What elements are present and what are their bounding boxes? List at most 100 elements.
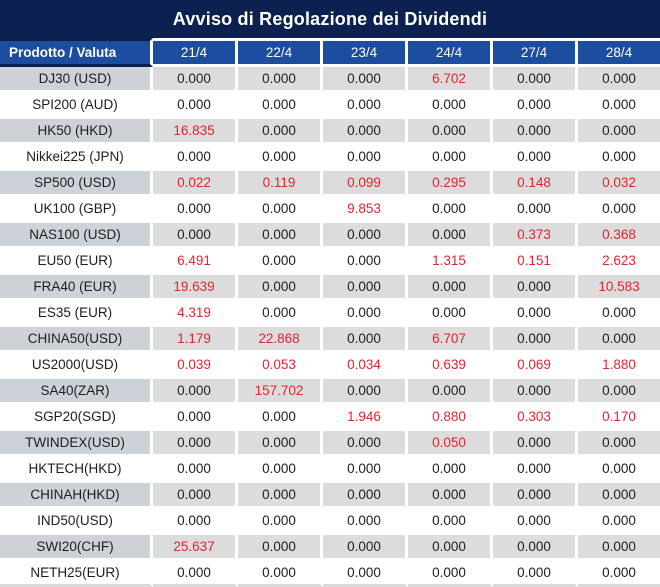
dividend-value-cell: 19.639 <box>153 275 238 301</box>
product-cell: TWINDEX(USD) <box>0 431 153 457</box>
table-row: Nikkei225 (JPN) 0.000 0.000 0.000 0.000 0.000… <box>0 145 660 171</box>
dividend-value-cell: 0.069 <box>493 353 578 379</box>
dividend-value-cell: 0.000 <box>323 379 408 405</box>
dividend-value-cell: 0.000 <box>238 145 323 171</box>
dividend-value-cell: 0.000 <box>493 561 578 587</box>
dividend-value-cell: 0.000 <box>153 93 238 119</box>
table-row: DJ30 (USD) 0.000 0.000 0.000 6.702 0.000 0.000 <box>0 67 660 93</box>
product-cell: SA40(ZAR) <box>0 379 153 405</box>
dividend-value-cell: 0.000 <box>408 509 493 535</box>
dividend-value-cell: 0.000 <box>153 405 238 431</box>
dividend-value-cell: 0.000 <box>408 535 493 561</box>
dividend-value-cell: 0.000 <box>578 457 660 483</box>
dividend-value-cell: 0.000 <box>323 535 408 561</box>
column-header-date: 23/4 <box>323 38 408 67</box>
dividend-value-cell: 0.000 <box>578 535 660 561</box>
table-row: UK100 (GBP) 0.000 0.000 9.853 0.000 0.000 0.00… <box>0 197 660 223</box>
dividend-value-cell: 0.000 <box>408 145 493 171</box>
dividend-value-cell: 2.623 <box>578 249 660 275</box>
dividend-value-cell: 1.315 <box>408 249 493 275</box>
product-cell: HKTECH(HKD) <box>0 457 153 483</box>
dividend-value-cell: 0.000 <box>408 379 493 405</box>
product-cell: ES35 (EUR) <box>0 301 153 327</box>
table-row: HK50 (HKD) 16.835 0.000 0.000 0.000 0.000 0.00… <box>0 119 660 145</box>
dividend-value-cell: 0.000 <box>238 457 323 483</box>
dividend-value-cell: 0.000 <box>493 301 578 327</box>
dividend-value-cell: 0.000 <box>408 561 493 587</box>
table-row: IND50(USD) 0.000 0.000 0.000 0.000 0.000 0.000 <box>0 509 660 535</box>
table-row: CHINA50(USD) 1.179 22.868 0.000 6.707 0.000 0.… <box>0 327 660 353</box>
dividend-value-cell: 0.050 <box>408 431 493 457</box>
dividend-value-cell: 0.000 <box>578 327 660 353</box>
table-row: SP500 (USD) 0.022 0.119 0.099 0.295 0.148 0.03… <box>0 171 660 197</box>
table-row: SPI200 (AUD) 0.000 0.000 0.000 0.000 0.000 0.0… <box>0 93 660 119</box>
table-row: EU50 (EUR) 6.491 0.000 0.000 1.315 0.151 2.623 <box>0 249 660 275</box>
table-row: SWI20(CHF) 25.637 0.000 0.000 0.000 0.000 0.00… <box>0 535 660 561</box>
dividend-value-cell: 0.000 <box>408 483 493 509</box>
dividend-value-cell: 0.373 <box>493 223 578 249</box>
table-row: ES35 (EUR) 4.319 0.000 0.000 0.000 0.000 0.000 <box>0 301 660 327</box>
dividend-value-cell: 0.000 <box>153 145 238 171</box>
dividend-value-cell: 0.000 <box>238 483 323 509</box>
column-header-date: 22/4 <box>238 38 323 67</box>
dividend-value-cell: 0.000 <box>493 119 578 145</box>
dividend-value-cell: 0.053 <box>238 353 323 379</box>
dividend-value-cell: 0.034 <box>323 353 408 379</box>
dividend-value-cell: 0.000 <box>238 67 323 93</box>
dividend-value-cell: 0.039 <box>153 353 238 379</box>
dividend-value-cell: 0.000 <box>493 457 578 483</box>
table-row: CHINAH(HKD) 0.000 0.000 0.000 0.000 0.000 0.00… <box>0 483 660 509</box>
dividend-value-cell: 0.880 <box>408 405 493 431</box>
dividend-value-cell: 0.119 <box>238 171 323 197</box>
table-row: TWINDEX(USD) 0.000 0.000 0.000 0.050 0.000 0.0… <box>0 431 660 457</box>
dividend-value-cell: 6.707 <box>408 327 493 353</box>
product-cell: DJ30 (USD) <box>0 67 153 93</box>
dividend-value-cell: 0.000 <box>238 301 323 327</box>
dividend-value-cell: 0.000 <box>238 223 323 249</box>
dividend-value-cell: 0.368 <box>578 223 660 249</box>
dividend-value-cell: 6.702 <box>408 67 493 93</box>
dividend-value-cell: 6.491 <box>153 249 238 275</box>
product-cell: Nikkei225 (JPN) <box>0 145 153 171</box>
dividend-value-cell: 0.000 <box>153 431 238 457</box>
dividend-value-cell: 0.000 <box>493 535 578 561</box>
product-cell: IND50(USD) <box>0 509 153 535</box>
dividend-value-cell: 0.000 <box>323 431 408 457</box>
dividend-value-cell: 0.000 <box>323 301 408 327</box>
dividend-value-cell: 0.000 <box>323 509 408 535</box>
product-cell: US2000(USD) <box>0 353 153 379</box>
dividend-value-cell: 16.835 <box>153 119 238 145</box>
dividend-value-cell: 0.000 <box>153 379 238 405</box>
product-cell: UK100 (GBP) <box>0 197 153 223</box>
dividend-table-body: DJ30 (USD) 0.000 0.000 0.000 6.702 0.000 0.000… <box>0 67 660 587</box>
dividend-value-cell: 0.000 <box>578 379 660 405</box>
product-cell: CHINA50(USD) <box>0 327 153 353</box>
dividend-value-cell: 10.583 <box>578 275 660 301</box>
dividend-value-cell: 1.179 <box>153 327 238 353</box>
dividend-value-cell: 0.000 <box>578 483 660 509</box>
table-row: NAS100 (USD) 0.000 0.000 0.000 0.000 0.373 0.3… <box>0 223 660 249</box>
dividend-value-cell: 0.000 <box>323 327 408 353</box>
dividend-value-cell: 0.000 <box>238 561 323 587</box>
dividend-value-cell: 0.000 <box>493 379 578 405</box>
table-row: HKTECH(HKD) 0.000 0.000 0.000 0.000 0.000 0.00… <box>0 457 660 483</box>
dividend-value-cell: 0.000 <box>238 509 323 535</box>
dividend-value-cell: 0.000 <box>323 93 408 119</box>
dividend-value-cell: 0.000 <box>323 249 408 275</box>
product-cell: EU50 (EUR) <box>0 249 153 275</box>
table-row: SGP20(SGD) 0.000 0.000 1.946 0.880 0.303 0.170 <box>0 405 660 431</box>
dividend-value-cell: 0.099 <box>323 171 408 197</box>
dividend-value-cell: 0.000 <box>493 93 578 119</box>
dividend-value-cell: 25.637 <box>153 535 238 561</box>
dividend-value-cell: 0.000 <box>578 561 660 587</box>
dividend-value-cell: 0.000 <box>153 483 238 509</box>
dividend-value-cell: 1.946 <box>323 405 408 431</box>
dividend-value-cell: 0.000 <box>238 275 323 301</box>
dividend-value-cell: 0.000 <box>493 197 578 223</box>
dividend-value-cell: 0.000 <box>238 431 323 457</box>
column-header-date: 27/4 <box>493 38 578 67</box>
dividend-value-cell: 0.639 <box>408 353 493 379</box>
dividend-value-cell: 0.000 <box>153 457 238 483</box>
dividend-value-cell: 0.295 <box>408 171 493 197</box>
dividend-value-cell: 0.000 <box>323 223 408 249</box>
